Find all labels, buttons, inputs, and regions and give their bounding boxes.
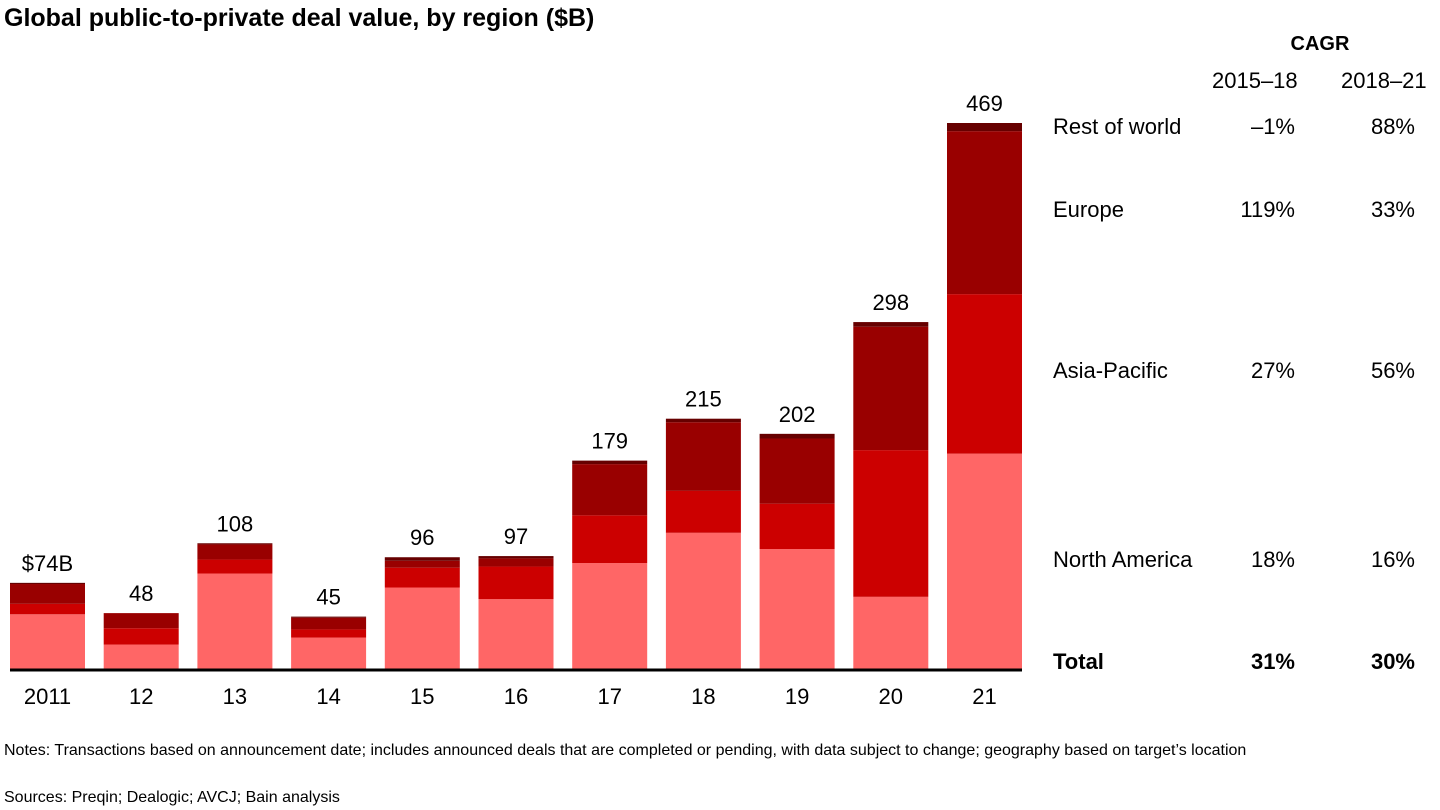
cagr-2015-18-value: 31% [1250,649,1295,674]
cagr-2018-21-value: 33% [1370,197,1415,222]
cagr-2018-21-value: 16% [1370,547,1415,572]
x-tick-label: 19 [785,684,809,709]
total-label: 215 [685,387,722,412]
bar-segment-north-america [665,532,741,669]
bar-segment-europe [478,558,554,567]
bar-segment-rest-of-world [759,433,835,439]
bar-segment-north-america [103,644,179,669]
bar-segment-europe [572,464,648,516]
chart-title: Global public-to-private deal value, by … [4,4,595,32]
bar-segment-rest-of-world [478,556,554,559]
cagr-header: CAGR [1290,33,1350,55]
cagr-2015-18-value: –1% [1250,114,1295,139]
cagr-2018-21-value: 88% [1370,114,1415,139]
bar-segment-europe [947,131,1022,295]
bar-segment-europe [759,438,835,504]
legend-label: Europe [1053,197,1124,222]
bar-segment-europe [197,544,273,560]
bar-segment-rest-of-world [197,543,273,545]
total-label: 96 [410,525,434,550]
bar-segment-asia-pacific [572,515,648,564]
x-tick-label: 21 [972,684,996,709]
bar-segment-asia-pacific [384,567,460,588]
x-tick-label: 2011 [24,684,71,709]
cagr-2015-18-value: 27% [1250,358,1295,383]
bar-segment-north-america [947,453,1022,669]
total-label: 469 [966,91,1003,116]
notes: Notes: Transactions based on announcemen… [4,742,1247,759]
bar-segment-asia-pacific [197,559,273,574]
x-tick-label: 20 [879,684,903,709]
total-label: 97 [504,524,528,549]
cagr-2015-18-value: 18% [1250,547,1295,572]
bar-segment-europe [103,613,179,629]
bar-segment-asia-pacific [759,503,835,550]
total-label: $74B [22,551,73,576]
cagr-2015-18-value: 119% [1240,197,1295,222]
x-tick-label: 14 [316,684,340,709]
bar-segment-asia-pacific [478,566,554,600]
legend-label: Rest of world [1053,114,1182,139]
bar-segment-north-america [853,596,929,669]
bar-segment-north-america [478,599,554,669]
legend-label: Total [1053,649,1104,674]
x-tick-label: 16 [504,684,528,709]
bar-segment-asia-pacific [291,629,367,638]
cagr-2018-21-value: 30% [1370,649,1415,674]
sources: Sources: Preqin; Dealogic; AVCJ; Bain an… [4,789,340,806]
x-tick-label: 17 [597,684,621,709]
bar-segment-asia-pacific [853,450,929,597]
legend-label: Asia-Pacific [1053,358,1168,383]
total-label: 45 [316,585,340,610]
bar-segment-rest-of-world [947,123,1022,132]
bar-segment-north-america [291,637,367,669]
bar-segment-asia-pacific [947,294,1022,454]
bar-segment-rest-of-world [384,557,460,561]
total-label: 298 [872,290,909,315]
total-label: 108 [217,511,254,536]
bar-segment-europe [291,617,367,630]
x-tick-label: 12 [129,684,153,709]
bar-segment-asia-pacific [103,628,179,645]
total-label: 48 [129,581,153,606]
bar-segment-europe [10,584,85,604]
bar-segment-rest-of-world [10,582,85,585]
bar-segment-north-america [759,549,835,669]
legend-label: North America [1053,547,1193,572]
bar-segment-europe [853,326,929,451]
cagr-period-1: 2015–18 [1212,68,1298,93]
total-label: 202 [779,402,816,427]
bar-segment-rest-of-world [665,418,741,423]
bar-segment-europe [665,422,741,491]
bar-segment-north-america [384,587,460,669]
bar-segment-rest-of-world [291,616,367,618]
x-tick-label: 18 [691,684,715,709]
total-label: 179 [591,429,628,454]
bar-segment-north-america [10,614,85,669]
cagr-period-2: 2018–21 [1341,68,1427,93]
x-tick-label: 13 [223,684,247,709]
x-tick-label: 15 [410,684,434,709]
bar-segment-north-america [197,573,273,669]
bar-segment-asia-pacific [10,603,85,615]
bar-segment-north-america [572,563,648,669]
bar-segment-rest-of-world [853,322,929,327]
cagr-2018-21-value: 56% [1370,358,1415,383]
bar-segment-europe [384,560,460,568]
bar-segment-asia-pacific [665,490,741,533]
bar-segment-rest-of-world [572,460,648,465]
